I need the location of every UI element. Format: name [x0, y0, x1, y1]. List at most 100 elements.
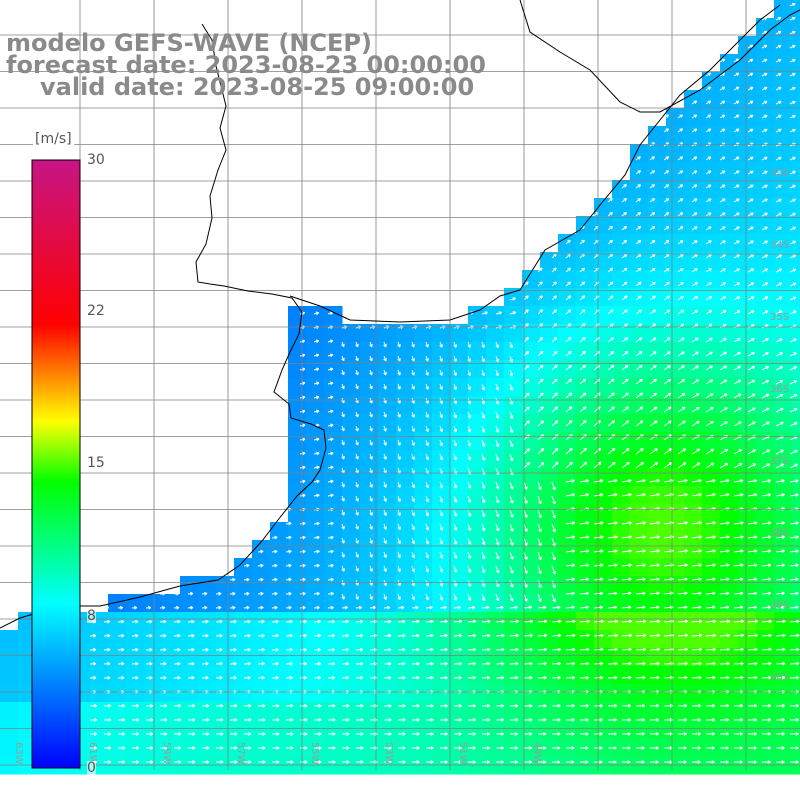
wind-arrow-head [653, 295, 656, 300]
wind-speed-cell [684, 702, 703, 721]
wind-arrow [691, 578, 702, 581]
wind-speed-cell [342, 720, 361, 739]
wind-speed-cell [324, 504, 343, 523]
wind-arrow [453, 648, 462, 651]
wind-speed-cell [648, 378, 667, 397]
wind-arrow [425, 537, 429, 545]
wind-arrow-head [473, 649, 477, 652]
wind-arrow-head [383, 499, 387, 502]
wind-arrow-head [684, 493, 688, 497]
wind-arrow-head [302, 522, 306, 526]
wind-speed-cell [720, 216, 739, 235]
wind-speed-cell [756, 720, 775, 739]
wind-arrow [705, 282, 712, 287]
wind-arrow [733, 449, 742, 455]
wind-arrow-head [793, 199, 796, 203]
wind-arrow [719, 296, 726, 301]
wind-arrow [509, 397, 513, 405]
wind-speed-cell [324, 576, 343, 595]
wind-arrow [551, 392, 558, 399]
wind-arrow-head [765, 198, 768, 202]
wind-arrow-head [667, 282, 670, 286]
wind-speed-cell [738, 126, 757, 145]
wind-speed-cell [432, 720, 451, 739]
wind-arrow-head [509, 472, 513, 476]
wind-arrow-head [302, 424, 306, 428]
wind-arrow-head [586, 648, 590, 652]
wind-arrow-head [360, 635, 364, 638]
wind-arrow [649, 479, 660, 483]
wind-arrow [607, 536, 618, 539]
wind-arrow-head [303, 649, 307, 652]
wind-arrow-head [509, 359, 513, 363]
wind-speed-cell [630, 360, 649, 379]
wind-speed-cell [594, 558, 613, 577]
wind-speed-field [0, 0, 800, 775]
wind-arrow [733, 606, 743, 609]
wind-arrow-head [388, 677, 392, 680]
wind-arrow-head [289, 649, 293, 652]
wind-speed-cell [522, 450, 541, 469]
wind-arrow-head [316, 522, 320, 526]
wind-arrow [691, 282, 698, 287]
wind-speed-cell [720, 270, 739, 289]
wind-speed-cell [324, 684, 343, 703]
wind-arrow-head [411, 513, 415, 517]
wind-speed-cell [756, 270, 775, 289]
wind-arrow-head [726, 550, 730, 553]
wind-speed-cell [756, 504, 775, 523]
wind-arrow-head [302, 494, 306, 498]
wind-arrow-head [416, 663, 420, 666]
wind-arrow-head [495, 514, 499, 518]
wind-speed-cell [396, 684, 415, 703]
wind-arrow-head [358, 607, 362, 610]
wind-arrow-head [682, 323, 685, 327]
wind-speed-cell [504, 468, 523, 487]
wind-speed-cell [486, 378, 505, 397]
wind-arrow [523, 434, 530, 441]
wind-arrow-head [768, 620, 772, 624]
wind-arrow [691, 564, 702, 567]
wind-arrow [635, 378, 643, 385]
wind-arrow-head [740, 648, 744, 652]
wind-arrow-head [316, 607, 320, 610]
wind-arrow [453, 620, 462, 623]
wind-speed-cell [594, 630, 613, 649]
wind-arrow-head [176, 593, 180, 596]
wind-arrow [733, 407, 742, 413]
wind-arrow [607, 550, 618, 553]
wind-arrow [719, 365, 727, 371]
wind-arrow-head [261, 663, 265, 666]
wind-arrow-head [383, 442, 387, 446]
wind-speed-cell [720, 738, 739, 757]
wind-arrow-head [612, 378, 615, 383]
wind-speed-cell [414, 540, 433, 559]
wind-arrow [537, 420, 544, 427]
wind-arrow-head [652, 170, 656, 174]
wind-arrow-head [682, 351, 685, 355]
wind-arrow [467, 523, 471, 531]
wind-speed-cell [576, 630, 595, 649]
wind-arrow-head [766, 338, 769, 342]
wind-arrow-head [614, 479, 618, 483]
wind-speed-cell [558, 612, 577, 631]
wind-arrow [719, 493, 730, 497]
wind-arrow [761, 578, 771, 581]
wind-speed-cell [630, 378, 649, 397]
wind-arrow-head [135, 649, 139, 652]
wind-speed-cell [306, 378, 325, 397]
wind-arrow-head [233, 677, 237, 680]
wind-arrow-head [668, 379, 672, 383]
wind-arrow-head [275, 649, 279, 652]
wind-arrow [719, 662, 730, 665]
wind-arrow-head [624, 184, 627, 188]
wind-arrow-head [767, 480, 771, 483]
wind-arrow-head [696, 379, 700, 383]
wind-arrow [705, 337, 713, 343]
wind-arrow [537, 537, 542, 546]
wind-speed-cell [792, 198, 800, 217]
wind-speed-cell [252, 630, 271, 649]
wind-speed-cell [576, 684, 595, 703]
wind-speed-cell [486, 504, 505, 523]
wind-arrow-head [625, 309, 628, 313]
